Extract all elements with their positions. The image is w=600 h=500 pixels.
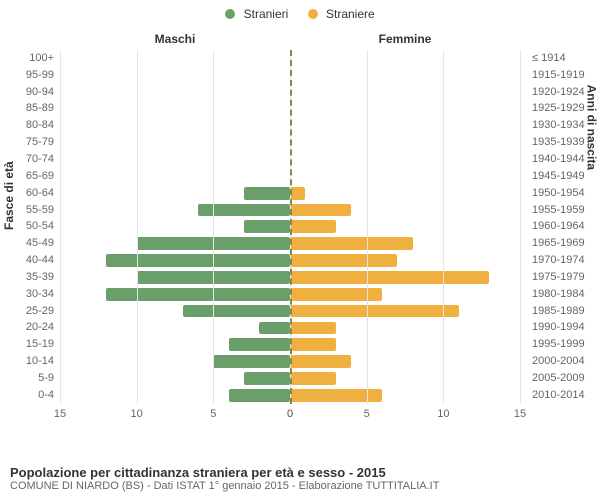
bar-femmine [290,187,305,200]
fascia-label: 75-79 [0,134,58,151]
legend-item-straniere: Straniere [308,6,375,21]
anno-label: 1980-1984 [528,286,600,303]
anno-label: 1965-1969 [528,235,600,252]
anno-label: 1970-1974 [528,252,600,269]
bar-maschi [183,305,290,318]
y-axis-right-title: Anni di nascita [584,85,598,170]
left-panel-title: Maschi [60,32,290,46]
bar-femmine [290,288,382,301]
anno-label: 1950-1954 [528,185,600,202]
fascia-label: 100+ [0,50,58,67]
fascia-label: 80-84 [0,117,58,134]
bar-maschi [244,187,290,200]
fascia-label: 35-39 [0,269,58,286]
bar-maschi [213,355,290,368]
bar-femmine [290,204,351,217]
bar-maschi [106,254,290,267]
bar-maschi [198,204,290,217]
chart-subtitle: COMUNE DI NIARDO (BS) - Dati ISTAT 1° ge… [10,480,590,492]
bar-femmine [290,237,413,250]
anno-label: 1985-1989 [528,303,600,320]
anno-label: 1990-1994 [528,320,600,337]
legend-label-straniere: Straniere [326,7,375,21]
fascia-label: 0-4 [0,387,58,404]
right-panel-femmine: Femmine 051015 [290,28,520,428]
bar-maschi [106,288,290,301]
bar-maschi [229,389,290,402]
x-axis-ticks-left: 151050 [60,408,290,422]
fascia-label: 45-49 [0,235,58,252]
bar-femmine [290,220,336,233]
footer: Popolazione per cittadinanza straniera p… [10,465,590,492]
anno-label: 2005-2009 [528,370,600,387]
bar-maschi [244,372,290,385]
legend-swatch-stranieri [225,9,235,19]
center-divider [290,50,292,404]
y-axis-left-title: Fasce di età [2,161,16,230]
anno-label: 1995-1999 [528,336,600,353]
bar-maschi [229,338,290,351]
fascia-label: 15-19 [0,336,58,353]
x-tick: 10 [131,408,143,420]
bar-femmine [290,338,336,351]
anno-label: 2010-2014 [528,387,600,404]
legend-item-stranieri: Stranieri [225,6,288,21]
bar-femmine [290,322,336,335]
fascia-label: 10-14 [0,353,58,370]
x-tick: 5 [210,408,216,420]
bar-femmine [290,389,382,402]
x-axis-ticks-right: 051015 [290,408,520,422]
bar-femmine [290,372,336,385]
fascia-label: 85-89 [0,101,58,118]
bar-femmine [290,305,459,318]
bar-femmine [290,271,489,284]
fascia-label: 90-94 [0,84,58,101]
fascia-label: 25-29 [0,303,58,320]
right-panel-title: Femmine [290,32,520,46]
anno-label: 1960-1964 [528,218,600,235]
anno-label: 1915-1919 [528,67,600,84]
anno-label: 1945-1949 [528,168,600,185]
fascia-label: 40-44 [0,252,58,269]
left-panel-maschi: Maschi 151050 [60,28,290,428]
anno-label: ≤ 1914 [528,50,600,67]
anno-label: 1955-1959 [528,202,600,219]
x-tick: 5 [364,408,370,420]
legend-label-stranieri: Stranieri [244,7,289,21]
anno-label: 2000-2004 [528,353,600,370]
bar-femmine [290,254,397,267]
chart-title: Popolazione per cittadinanza straniera p… [10,465,590,480]
x-tick: 0 [287,408,293,420]
plot-area: Maschi 151050 Femmine 051015 [60,28,520,428]
bar-maschi [244,220,290,233]
fascia-label: 95-99 [0,67,58,84]
legend: Stranieri Straniere [0,6,600,21]
bar-maschi [259,322,290,335]
fascia-label: 5-9 [0,370,58,387]
x-tick: 15 [54,408,66,420]
x-tick: 15 [514,408,526,420]
chart-container: { "chart": { "type": "bar-pyramid", "bac… [0,0,600,500]
legend-swatch-straniere [308,9,318,19]
x-tick: 10 [437,408,449,420]
bar-femmine [290,355,351,368]
fascia-label: 30-34 [0,286,58,303]
fascia-label: 20-24 [0,320,58,337]
anno-label: 1975-1979 [528,269,600,286]
